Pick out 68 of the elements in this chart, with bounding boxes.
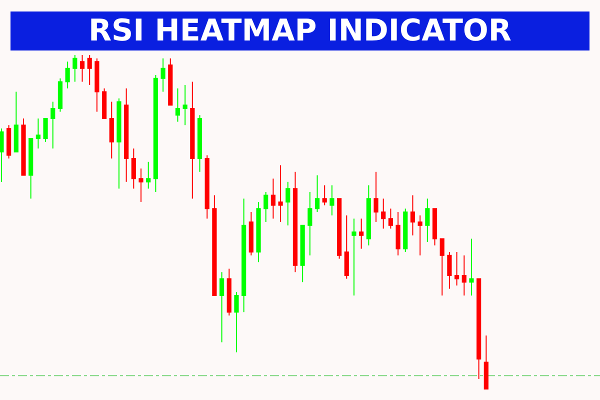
candlestick bbox=[447, 252, 452, 290]
candlestick bbox=[432, 208, 438, 246]
candlestick bbox=[58, 78, 63, 112]
candlestick bbox=[359, 218, 364, 250]
candlestick bbox=[197, 114, 202, 172]
candlestick bbox=[168, 58, 173, 106]
candlestick bbox=[175, 88, 180, 122]
candlestick bbox=[286, 181, 290, 226]
candlestick bbox=[28, 138, 34, 200]
candlestick bbox=[336, 198, 342, 260]
candlestick bbox=[344, 214, 349, 280]
candlestick bbox=[94, 58, 100, 112]
candlestick bbox=[352, 218, 356, 296]
candlestick bbox=[6, 124, 12, 160]
candlestick bbox=[484, 335, 488, 390]
candlestick bbox=[14, 91, 18, 152]
candlestick bbox=[476, 278, 482, 380]
candlestick bbox=[425, 198, 430, 243]
candlestick bbox=[278, 164, 283, 222]
candlestick bbox=[65, 61, 70, 89]
candlestick bbox=[469, 238, 474, 296]
candlestick bbox=[21, 118, 26, 176]
candlestick bbox=[454, 252, 460, 286]
candlestick bbox=[366, 184, 371, 246]
candlestick bbox=[314, 174, 320, 212]
candlestick bbox=[160, 58, 166, 92]
candlestick bbox=[102, 88, 107, 119]
candlestick bbox=[410, 194, 416, 236]
candlestick bbox=[190, 81, 195, 200]
candlestick bbox=[80, 54, 85, 82]
candlestick bbox=[308, 191, 312, 256]
candlestick bbox=[146, 161, 151, 190]
candlestick bbox=[242, 198, 246, 313]
candlestick bbox=[204, 154, 210, 220]
candlestick bbox=[226, 268, 232, 316]
candlestick bbox=[322, 184, 327, 206]
candlestick bbox=[270, 178, 276, 220]
candlestick bbox=[116, 98, 122, 190]
candlestick bbox=[300, 224, 305, 283]
candlestick bbox=[388, 208, 393, 230]
candlestick bbox=[124, 88, 129, 182]
candlestick bbox=[109, 101, 114, 160]
candlestick bbox=[72, 54, 78, 82]
candlestick bbox=[292, 171, 298, 273]
chart-title: RSI HEATMAP INDICATOR bbox=[88, 14, 512, 48]
candlestick bbox=[462, 254, 466, 296]
candlestick bbox=[418, 214, 422, 256]
candlestick bbox=[87, 54, 92, 86]
candlestick bbox=[381, 198, 386, 230]
candlestick bbox=[330, 184, 334, 216]
candlestick bbox=[374, 171, 378, 222]
candlestick bbox=[234, 292, 239, 353]
candlestick bbox=[43, 118, 48, 142]
candlestick bbox=[264, 191, 268, 222]
candlestick bbox=[219, 272, 224, 343]
candlestick bbox=[403, 208, 408, 253]
candlestick bbox=[36, 118, 40, 150]
candlestick bbox=[256, 201, 261, 263]
candlestick bbox=[131, 148, 136, 190]
candlestick bbox=[182, 84, 188, 126]
candlestick bbox=[396, 211, 400, 256]
candlestick bbox=[138, 168, 144, 202]
candlestick bbox=[50, 101, 56, 150]
candlestick bbox=[440, 238, 444, 296]
candlestick bbox=[212, 194, 217, 296]
candlestick bbox=[0, 128, 4, 182]
candlestick bbox=[153, 74, 158, 192]
candlestick bbox=[248, 211, 254, 256]
